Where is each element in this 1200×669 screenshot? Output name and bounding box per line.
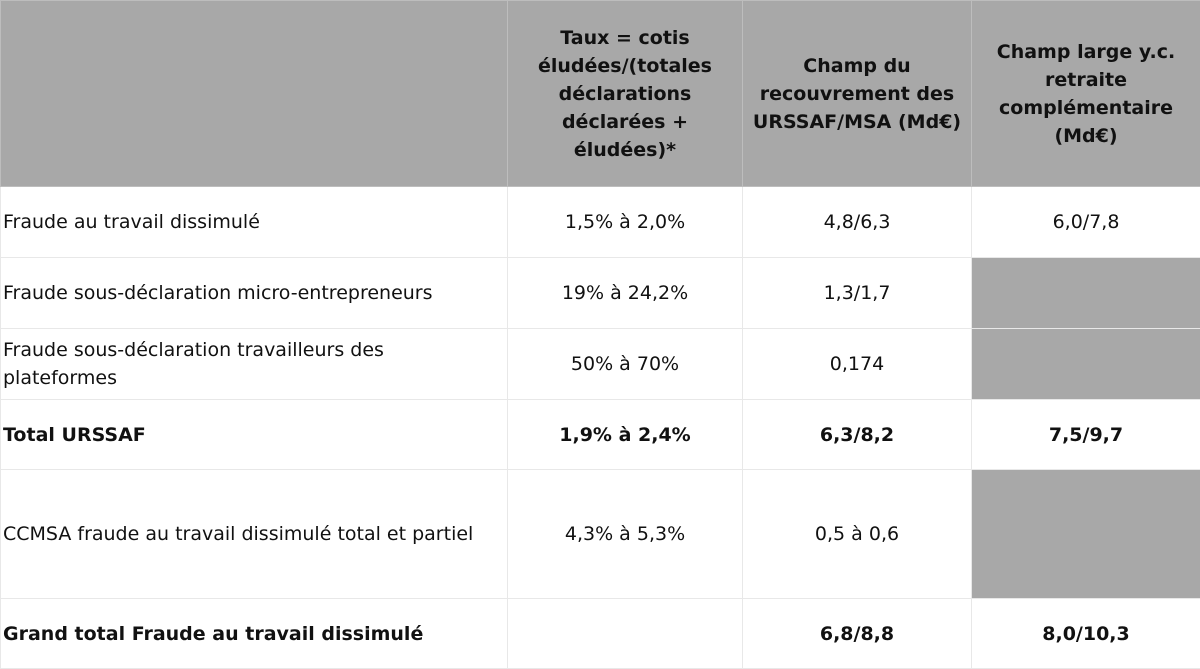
table-row-grand-total: Grand total Fraude au travail dissimulé … [1, 599, 1200, 669]
row-champ: 1,3/1,7 [743, 258, 972, 329]
row-taux: 19% à 24,2% [508, 258, 743, 329]
row-large: 7,5/9,7 [972, 400, 1200, 470]
row-large: 6,0/7,8 [972, 187, 1200, 258]
row-champ: 6,3/8,2 [743, 400, 972, 470]
row-label: Fraude sous-déclaration travailleurs des… [1, 329, 508, 400]
row-large-empty [972, 329, 1200, 400]
row-large-empty [972, 258, 1200, 329]
row-taux: 4,3% à 5,3% [508, 470, 743, 599]
row-large-empty [972, 470, 1200, 599]
table-row: Fraude sous-déclaration travailleurs des… [1, 329, 1200, 400]
row-large: 8,0/10,3 [972, 599, 1200, 669]
row-taux: 1,9% à 2,4% [508, 400, 743, 470]
row-label: CCMSA fraude au travail dissimulé total … [1, 470, 508, 599]
table-row: CCMSA fraude au travail dissimulé total … [1, 470, 1200, 599]
row-label: Grand total Fraude au travail dissimulé [1, 599, 508, 669]
header-champ-large: Champ large y.c. retraite complémentaire… [972, 1, 1200, 187]
row-taux [508, 599, 743, 669]
table-row: Fraude au travail dissimulé 1,5% à 2,0% … [1, 187, 1200, 258]
header-champ-recouvrement: Champ du recouvrement des URSSAF/MSA (Md… [743, 1, 972, 187]
row-champ: 0,174 [743, 329, 972, 400]
row-taux: 50% à 70% [508, 329, 743, 400]
row-taux: 1,5% à 2,0% [508, 187, 743, 258]
row-champ: 0,5 à 0,6 [743, 470, 972, 599]
table-row: Fraude sous-déclaration micro-entreprene… [1, 258, 1200, 329]
header-taux: Taux = cotis éludées/(totales déclaratio… [508, 1, 743, 187]
row-label: Total URSSAF [1, 400, 508, 470]
row-label: Fraude sous-déclaration micro-entreprene… [1, 258, 508, 329]
row-champ: 6,8/8,8 [743, 599, 972, 669]
header-empty [1, 1, 508, 187]
table-row-total-urssaf: Total URSSAF 1,9% à 2,4% 6,3/8,2 7,5/9,7 [1, 400, 1200, 470]
row-champ: 4,8/6,3 [743, 187, 972, 258]
header-row: Taux = cotis éludées/(totales déclaratio… [1, 1, 1200, 187]
row-label: Fraude au travail dissimulé [1, 187, 508, 258]
